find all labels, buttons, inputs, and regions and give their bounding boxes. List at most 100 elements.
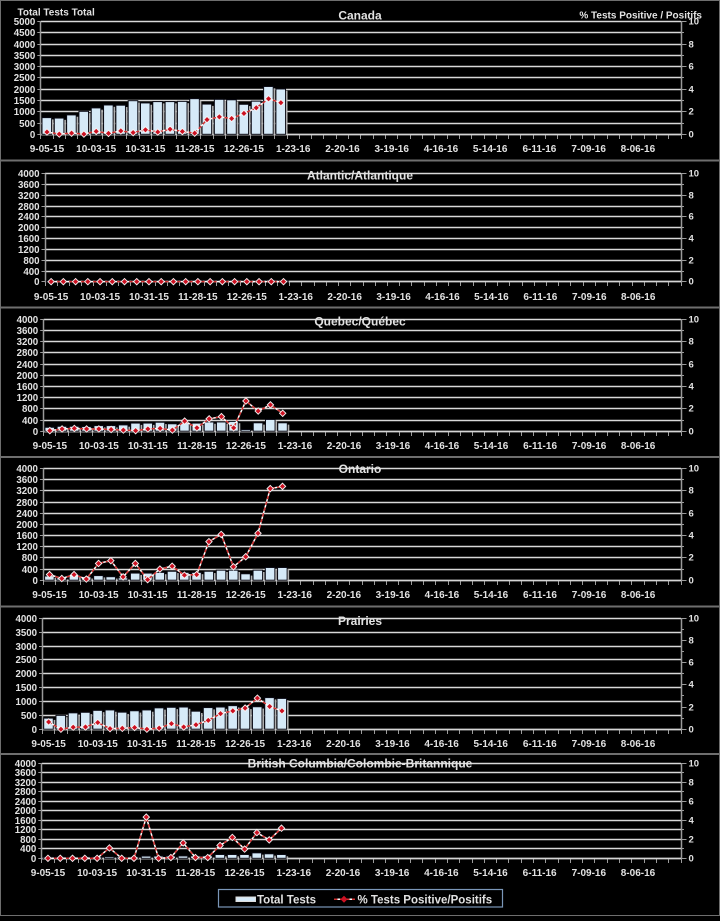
svg-text:4-16-16: 4-16-16 — [425, 292, 460, 303]
svg-text:7-09-16: 7-09-16 — [572, 292, 607, 303]
svg-text:5-14-16: 5-14-16 — [473, 739, 508, 750]
svg-text:6-11-16: 6-11-16 — [523, 868, 557, 879]
svg-text:400: 400 — [22, 416, 38, 427]
svg-text:2500: 2500 — [14, 73, 36, 84]
svg-text:2000: 2000 — [18, 223, 40, 234]
svg-text:2400: 2400 — [17, 360, 39, 371]
svg-text:4: 4 — [689, 531, 695, 542]
svg-text:0: 0 — [689, 576, 694, 587]
svg-text:4-16-16: 4-16-16 — [424, 739, 459, 750]
svg-text:1-23-16: 1-23-16 — [278, 292, 313, 303]
svg-text:0: 0 — [689, 277, 694, 288]
svg-text:% Tests Positive/Positifs: % Tests Positive/Positifs — [358, 894, 493, 906]
svg-text:0: 0 — [31, 854, 36, 865]
svg-text:2000: 2000 — [17, 371, 39, 382]
svg-text:8: 8 — [689, 191, 694, 202]
svg-text:2000: 2000 — [15, 669, 37, 680]
svg-text:4500: 4500 — [14, 28, 36, 39]
svg-text:2-20-16: 2-20-16 — [325, 144, 360, 155]
svg-text:2-20-16: 2-20-16 — [326, 868, 361, 879]
svg-text:10: 10 — [689, 464, 700, 475]
svg-text:11-28-15: 11-28-15 — [176, 739, 216, 750]
svg-text:1-23-16: 1-23-16 — [277, 868, 312, 879]
svg-text:12-26-15: 12-26-15 — [227, 292, 267, 303]
svg-text:2500: 2500 — [15, 655, 37, 666]
svg-text:4000: 4000 — [15, 759, 37, 770]
svg-text:4-16-16: 4-16-16 — [424, 144, 459, 155]
svg-text:6-11-16: 6-11-16 — [523, 739, 557, 750]
svg-text:400: 400 — [22, 565, 38, 576]
svg-text:5-14-16: 5-14-16 — [473, 144, 508, 155]
svg-text:0: 0 — [33, 427, 38, 438]
svg-text:3-19-16: 3-19-16 — [375, 739, 410, 750]
svg-text:2: 2 — [689, 835, 694, 846]
svg-text:12-26-15: 12-26-15 — [225, 739, 265, 750]
svg-text:3200: 3200 — [15, 778, 37, 789]
svg-text:4000: 4000 — [17, 315, 39, 326]
svg-text:3600: 3600 — [16, 475, 38, 486]
svg-text:3-19-16: 3-19-16 — [376, 292, 411, 303]
svg-text:2400: 2400 — [18, 212, 40, 223]
svg-text:8: 8 — [689, 337, 694, 348]
svg-text:0: 0 — [32, 725, 37, 736]
svg-text:Atlantic/Atlantique: Atlantic/Atlantique — [307, 169, 413, 183]
svg-text:12-26-15: 12-26-15 — [225, 868, 265, 879]
svg-text:2: 2 — [689, 107, 694, 118]
svg-text:9-05-15: 9-05-15 — [33, 441, 68, 452]
svg-text:Prairies: Prairies — [338, 614, 382, 628]
svg-text:10-03-15: 10-03-15 — [78, 739, 118, 750]
svg-text:8: 8 — [689, 486, 694, 497]
svg-text:3200: 3200 — [16, 486, 38, 497]
svg-text:10-31-15: 10-31-15 — [125, 144, 165, 155]
svg-text:5-14-16: 5-14-16 — [474, 590, 509, 601]
svg-text:10-31-15: 10-31-15 — [129, 292, 169, 303]
svg-text:400: 400 — [20, 844, 36, 855]
svg-text:10-03-15: 10-03-15 — [79, 441, 119, 452]
svg-text:1-23-16: 1-23-16 — [276, 144, 311, 155]
svg-text:10: 10 — [689, 614, 700, 625]
svg-text:5-14-16: 5-14-16 — [473, 868, 508, 879]
svg-text:0: 0 — [689, 854, 694, 865]
svg-text:3200: 3200 — [18, 191, 40, 202]
svg-text:0: 0 — [30, 130, 35, 141]
svg-text:4: 4 — [689, 680, 695, 691]
svg-text:1-23-16: 1-23-16 — [277, 739, 312, 750]
svg-text:6: 6 — [689, 797, 694, 808]
svg-text:12-26-15: 12-26-15 — [224, 144, 264, 155]
svg-text:10-03-15: 10-03-15 — [79, 590, 119, 601]
svg-text:5000: 5000 — [14, 17, 36, 28]
svg-text:7-09-16: 7-09-16 — [572, 739, 607, 750]
svg-text:12-26-15: 12-26-15 — [226, 590, 266, 601]
svg-text:800: 800 — [22, 553, 38, 564]
svg-text:0: 0 — [689, 725, 694, 736]
svg-text:1600: 1600 — [15, 816, 37, 827]
svg-text:6-11-16: 6-11-16 — [522, 144, 556, 155]
svg-text:2: 2 — [689, 553, 694, 564]
svg-text:Total Tests: Total Tests — [257, 894, 316, 906]
svg-text:9-05-15: 9-05-15 — [34, 292, 69, 303]
svg-text:2: 2 — [689, 256, 694, 267]
svg-text:1200: 1200 — [15, 825, 37, 836]
svg-text:2400: 2400 — [16, 509, 38, 520]
svg-text:4-16-16: 4-16-16 — [424, 868, 459, 879]
svg-text:4-16-16: 4-16-16 — [425, 441, 460, 452]
svg-text:10-03-15: 10-03-15 — [76, 144, 116, 155]
svg-text:4: 4 — [689, 85, 695, 96]
svg-text:9-05-15: 9-05-15 — [30, 144, 65, 155]
svg-text:8-06-16: 8-06-16 — [621, 739, 656, 750]
svg-text:1600: 1600 — [16, 531, 38, 542]
svg-text:11-28-15: 11-28-15 — [178, 292, 218, 303]
svg-text:3600: 3600 — [18, 180, 40, 191]
svg-text:1-23-16: 1-23-16 — [278, 590, 313, 601]
svg-text:Total Tests Total: Total Tests Total — [18, 7, 95, 18]
svg-text:6: 6 — [689, 212, 694, 223]
svg-text:800: 800 — [23, 256, 39, 267]
svg-text:11-28-15: 11-28-15 — [177, 441, 217, 452]
svg-text:10: 10 — [689, 759, 700, 770]
svg-text:3600: 3600 — [17, 326, 39, 337]
svg-text:1600: 1600 — [18, 234, 40, 245]
svg-text:11-28-15: 11-28-15 — [175, 144, 215, 155]
svg-text:4-16-16: 4-16-16 — [425, 590, 460, 601]
svg-text:3600: 3600 — [15, 768, 37, 779]
svg-text:7-09-16: 7-09-16 — [571, 144, 606, 155]
